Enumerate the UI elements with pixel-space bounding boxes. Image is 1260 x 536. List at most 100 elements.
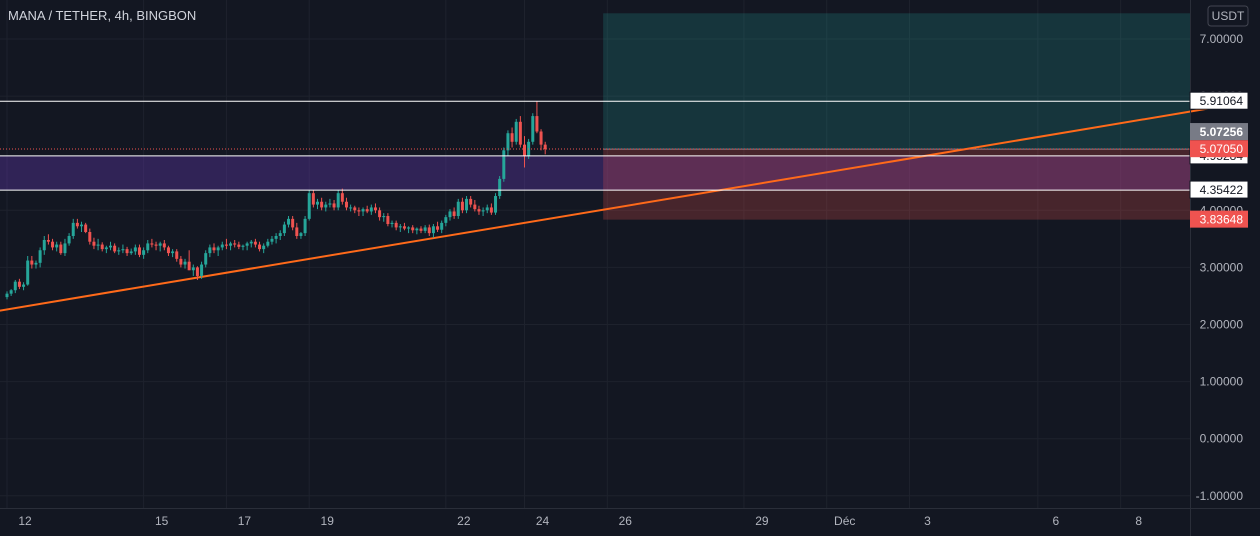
entry-price-label[interactable]: 5.07050 bbox=[1190, 140, 1248, 158]
candle-body bbox=[229, 243, 233, 246]
candle bbox=[129, 248, 133, 255]
candle-body bbox=[17, 281, 21, 287]
candle bbox=[175, 249, 179, 262]
time-tick-label: 19 bbox=[321, 514, 335, 528]
candle-body bbox=[278, 233, 282, 236]
last-price-label-bg bbox=[1190, 123, 1248, 141]
candle bbox=[237, 241, 241, 250]
candle bbox=[411, 225, 415, 234]
candle bbox=[113, 243, 117, 254]
trendline-layer[interactable] bbox=[0, 107, 1208, 312]
candle-body bbox=[328, 203, 332, 205]
candle bbox=[369, 204, 373, 215]
candle bbox=[340, 188, 344, 205]
candle bbox=[378, 207, 382, 221]
candle-body bbox=[498, 178, 502, 197]
candle bbox=[481, 207, 485, 217]
last-price-label[interactable]: 5.07256 bbox=[1190, 123, 1248, 141]
currency-badge[interactable]: USDT bbox=[1207, 5, 1249, 27]
candle-body bbox=[266, 241, 270, 246]
time-tick-label: 6 bbox=[1053, 514, 1060, 528]
candle-body bbox=[142, 250, 146, 255]
candle-body bbox=[535, 116, 539, 132]
candle-body bbox=[146, 243, 150, 251]
candle bbox=[245, 241, 249, 251]
candle-body bbox=[67, 235, 71, 244]
candle-body bbox=[158, 243, 162, 246]
candle-body bbox=[129, 251, 133, 254]
candle bbox=[440, 220, 444, 234]
candle-body bbox=[258, 244, 262, 250]
candle bbox=[336, 190, 340, 211]
candle bbox=[278, 230, 282, 240]
candle-body bbox=[440, 222, 444, 230]
candle bbox=[5, 291, 9, 300]
candle-body bbox=[46, 239, 50, 242]
candle-body bbox=[518, 121, 522, 145]
candle bbox=[229, 241, 233, 251]
stop-price-label-bg bbox=[1190, 210, 1248, 228]
candle-body bbox=[80, 224, 84, 227]
horizontal-lines[interactable] bbox=[0, 100, 1190, 191]
candle bbox=[100, 242, 104, 252]
candle-body bbox=[179, 258, 183, 265]
candle-body bbox=[233, 243, 237, 245]
candle-body bbox=[365, 209, 369, 212]
candle bbox=[349, 204, 353, 212]
candle bbox=[361, 207, 365, 217]
candle bbox=[179, 255, 183, 268]
candle-body bbox=[344, 201, 348, 208]
candle bbox=[419, 226, 423, 234]
candle bbox=[224, 238, 228, 250]
entry-price-label-text: 5.07050 bbox=[1200, 142, 1244, 156]
candle bbox=[477, 205, 481, 215]
candle bbox=[402, 222, 406, 231]
candle bbox=[444, 214, 448, 227]
candle bbox=[150, 238, 154, 248]
level-price-label[interactable]: 4.35422 bbox=[1189, 180, 1249, 199]
candle bbox=[253, 238, 257, 248]
price-tick-label: 0.00000 bbox=[1200, 432, 1244, 446]
candle bbox=[382, 213, 386, 222]
candle-body bbox=[303, 218, 307, 234]
candle bbox=[307, 190, 311, 221]
level-price-label[interactable]: 5.91064 bbox=[1189, 91, 1249, 110]
chart-title: MANA / TETHER, 4h, BINGBON bbox=[8, 8, 196, 23]
candle bbox=[282, 221, 286, 236]
candle-body bbox=[361, 209, 365, 212]
candle bbox=[291, 216, 295, 231]
candle bbox=[543, 141, 547, 155]
time-axis[interactable]: 12 15 17 19 22 24 26 29 Déc 3 6 8 bbox=[0, 508, 1260, 529]
stop-price-label-text: 3.83648 bbox=[1200, 213, 1244, 227]
profit-zone[interactable] bbox=[603, 13, 1190, 150]
stop-price-label[interactable]: 3.83648 bbox=[1190, 210, 1248, 228]
candle-body bbox=[336, 193, 340, 208]
candle bbox=[407, 226, 411, 234]
candle-body bbox=[382, 216, 386, 218]
candle-body bbox=[38, 250, 42, 263]
candle bbox=[51, 238, 55, 251]
candle bbox=[498, 176, 502, 199]
candle bbox=[183, 258, 187, 269]
candle-body bbox=[55, 244, 59, 248]
candle-body bbox=[88, 231, 92, 242]
price-axis[interactable]: 7.00000 3.00000 2.00000 1.00000 0.00000 -1.00… bbox=[1189, 0, 1249, 536]
candle-body bbox=[249, 241, 253, 244]
candle-body bbox=[282, 224, 286, 234]
candle bbox=[299, 231, 303, 239]
candle-body bbox=[423, 227, 427, 231]
candle bbox=[38, 247, 42, 268]
candle bbox=[117, 247, 121, 255]
candle bbox=[531, 113, 535, 145]
candle-body bbox=[104, 247, 108, 250]
candle bbox=[316, 198, 319, 210]
candle bbox=[162, 239, 166, 251]
candle bbox=[84, 222, 88, 234]
candle-body bbox=[109, 245, 112, 248]
candle bbox=[71, 218, 75, 239]
trendline[interactable] bbox=[0, 107, 1208, 312]
candle-body bbox=[63, 243, 67, 254]
candle-body bbox=[237, 244, 241, 247]
